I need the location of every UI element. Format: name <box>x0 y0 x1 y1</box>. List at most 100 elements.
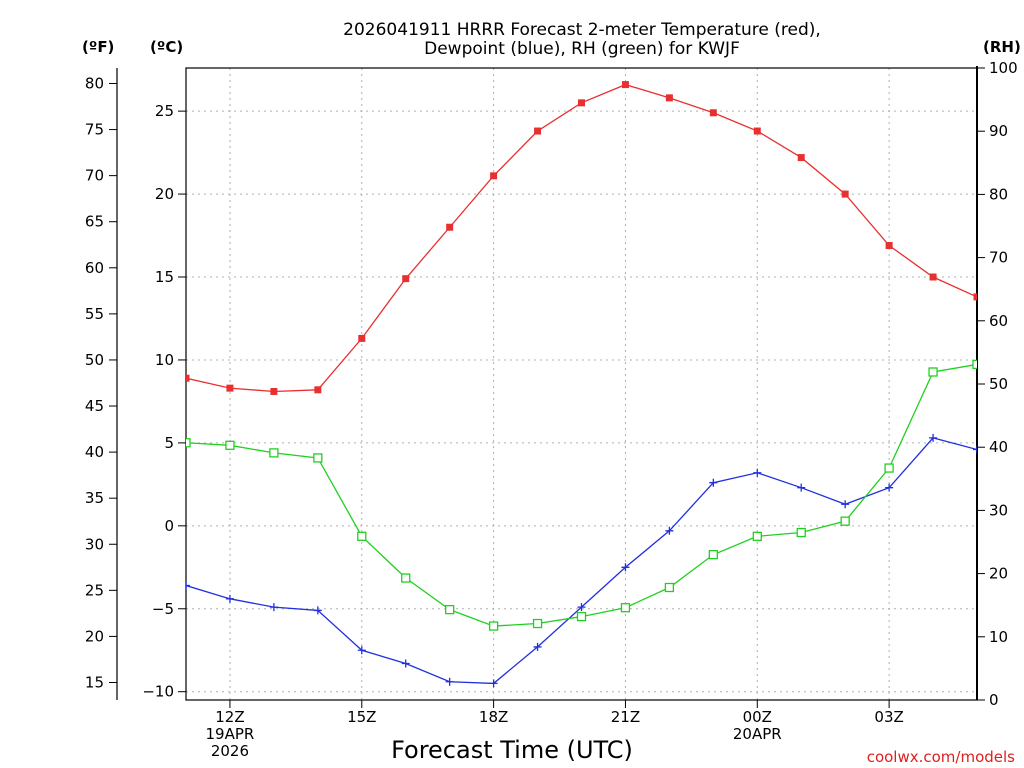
celsius-tick-label: 10 <box>155 351 174 369</box>
temperature-point <box>534 127 542 135</box>
rh-tick-label: 90 <box>989 122 1008 140</box>
rh-point <box>664 582 675 593</box>
fahrenheit-tick-label: 45 <box>85 397 104 415</box>
rh-point <box>840 516 850 526</box>
fahrenheit-tick-label: 20 <box>85 627 104 645</box>
x-tick-label: 19APR <box>206 725 255 743</box>
fahrenheit-tick-label: 55 <box>85 305 104 323</box>
x-tick-label: 00Z <box>743 708 772 726</box>
dewpoint-point <box>929 433 938 442</box>
rh-point <box>186 438 191 448</box>
temperature-point <box>797 154 805 162</box>
celsius-tick-label: 15 <box>155 268 174 286</box>
rh-tick-label: 100 <box>989 59 1018 77</box>
rh-unit-label: (RH) <box>983 38 1021 56</box>
x-tick-label: 21Z <box>611 708 640 726</box>
fahrenheit-tick-label: 35 <box>85 489 104 507</box>
dewpoint-point <box>401 659 410 668</box>
fahrenheit-unit-label: (ºF) <box>82 38 114 56</box>
rh-point <box>401 573 411 583</box>
dewpoint-point <box>753 468 762 477</box>
celsius-tick-label: 25 <box>155 102 174 120</box>
dewpoint-point <box>841 500 850 509</box>
rh-tick-label: 0 <box>989 691 999 709</box>
rh-tick-label: 40 <box>989 438 1008 456</box>
rh-point <box>884 463 894 473</box>
temperature-point <box>665 94 673 102</box>
rh-point <box>445 604 455 615</box>
fahrenheit-tick-label: 15 <box>85 673 104 691</box>
temperature-point <box>314 386 322 394</box>
series-group <box>186 81 977 688</box>
rh-tick-label: 80 <box>989 185 1008 203</box>
x-tick-label: 15Z <box>347 708 376 726</box>
celsius-tick-label: 5 <box>164 434 174 452</box>
rh-point <box>620 603 631 613</box>
chart-title-line1: 2026041911 HRRR Forecast 2-meter Tempera… <box>343 20 821 40</box>
rh-point <box>972 359 977 370</box>
rh-point <box>269 448 279 458</box>
temperature-series-line <box>186 83 977 393</box>
temperature-point <box>621 81 629 89</box>
rh-point <box>708 549 718 560</box>
dewpoint-point <box>269 603 278 612</box>
temperature-point <box>490 172 498 180</box>
fahrenheit-tick-label: 30 <box>85 535 104 553</box>
rh-tick-label: 10 <box>989 628 1008 646</box>
temperature-point <box>709 109 717 117</box>
dewpoint-point <box>885 483 894 492</box>
dewpoint-point <box>186 581 190 590</box>
rh-tick-label: 70 <box>989 249 1008 267</box>
dewpoint-point <box>665 526 674 535</box>
rh-point <box>488 621 499 631</box>
x-tick-label: 18Z <box>479 708 508 726</box>
temperature-point <box>841 190 849 198</box>
rh-point <box>752 531 762 541</box>
temperature-point <box>753 127 761 135</box>
rh-point <box>576 611 587 622</box>
fahrenheit-tick-label: 80 <box>85 74 104 92</box>
temperature-point <box>885 241 893 249</box>
dewpoint-point <box>973 445 977 454</box>
credit-link[interactable]: coolwx.com/models <box>867 748 1015 766</box>
x-tick-label: 03Z <box>874 708 903 726</box>
fahrenheit-tick-label: 40 <box>85 443 104 461</box>
x-tick-label: 12Z <box>215 708 244 726</box>
rh-tick-label: 20 <box>989 565 1008 583</box>
temperature-point <box>929 273 937 281</box>
rh-point <box>796 527 806 538</box>
temperature-point <box>973 293 977 301</box>
fahrenheit-tick-label: 70 <box>85 167 104 185</box>
dewpoint-point <box>577 603 586 612</box>
dewpoint-series-line <box>186 437 977 685</box>
celsius-tick-label: −10 <box>142 683 174 701</box>
rh-point <box>225 440 235 450</box>
celsius-unit-label: (ºC) <box>150 38 183 56</box>
data-series <box>186 81 977 688</box>
temperature-point <box>186 374 190 382</box>
fahrenheit-tick-label: 25 <box>85 581 104 599</box>
fahrenheit-tick-label: 75 <box>85 121 104 139</box>
temperature-point <box>578 99 585 107</box>
rh-point <box>928 367 938 377</box>
temperature-point <box>270 387 278 395</box>
dewpoint-point <box>225 594 234 603</box>
fahrenheit-tick-label: 50 <box>85 351 104 369</box>
rh-tick-label: 50 <box>989 375 1008 393</box>
celsius-tick-label: 0 <box>164 517 174 535</box>
temperature-point <box>358 334 366 342</box>
dewpoint-point <box>533 642 542 651</box>
rh-series-line <box>186 363 977 627</box>
temperature-point <box>226 384 234 392</box>
x-tick-label: 2026 <box>211 742 249 760</box>
temperature-point <box>446 223 454 231</box>
dewpoint-point <box>357 646 366 655</box>
rh-point <box>357 531 367 541</box>
rh-tick-label: 60 <box>989 312 1008 330</box>
chart-title-line2: Dewpoint (blue), RH (green) for KWJF <box>424 39 740 59</box>
dewpoint-point <box>489 679 498 688</box>
fahrenheit-tick-label: 65 <box>85 213 104 231</box>
temperature-point <box>402 275 410 283</box>
